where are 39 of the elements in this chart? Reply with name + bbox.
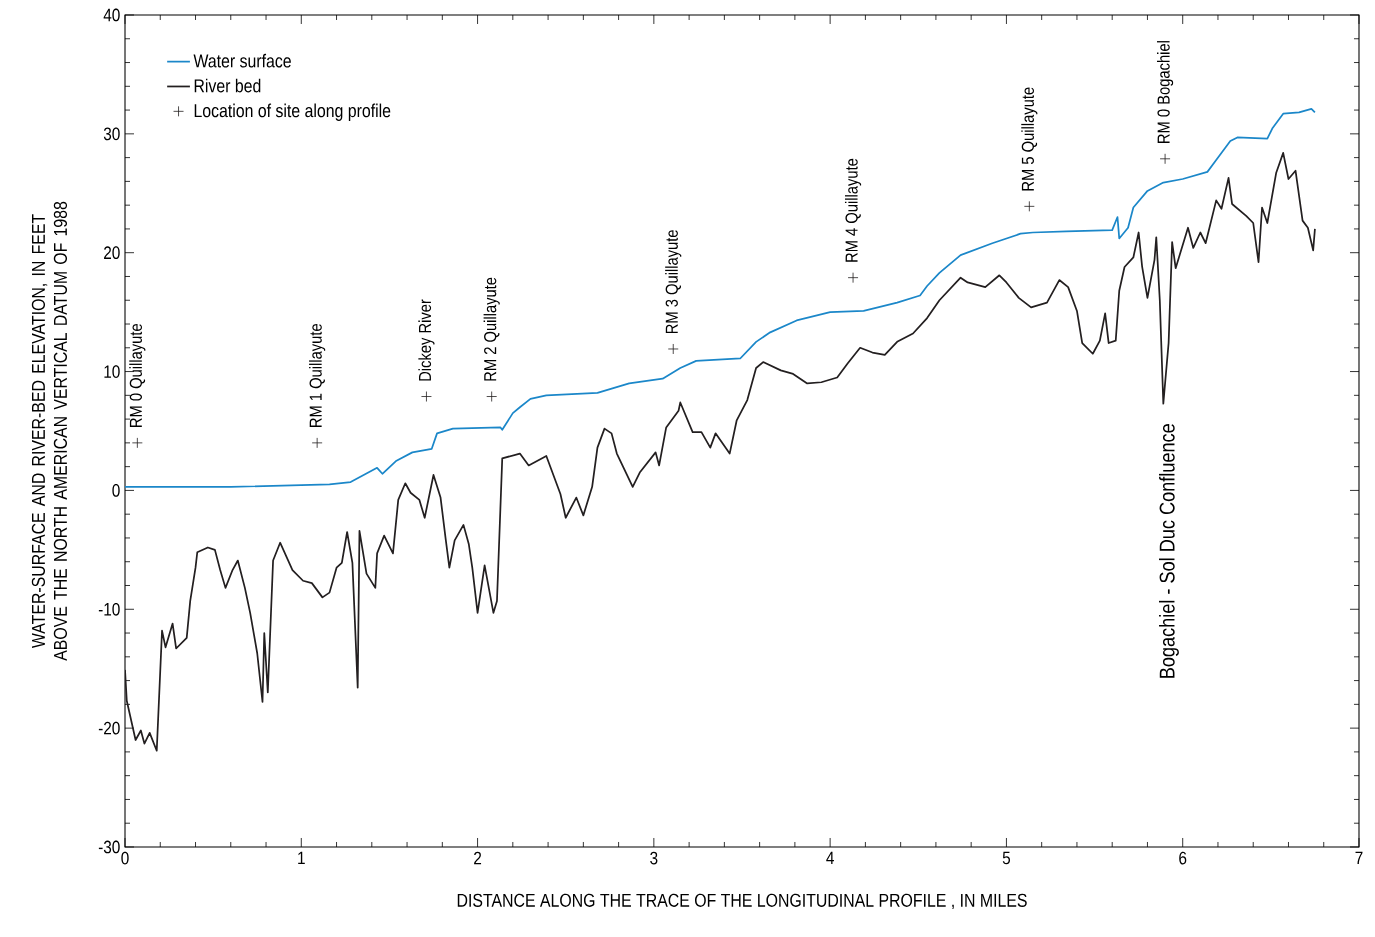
- x-tick-label: 4: [826, 851, 834, 865]
- x-tick-label: 2: [474, 851, 482, 865]
- annotation: Dickey River: [418, 299, 435, 381]
- y-tick-label: 10: [104, 365, 120, 378]
- x-tick-label: 3: [650, 851, 658, 865]
- y-tick-label: 40: [103, 8, 120, 22]
- line-series: [125, 152, 1316, 752]
- y-tick-label: -10: [98, 602, 120, 616]
- point: [1023, 200, 1035, 212]
- point: [421, 391, 432, 402]
- legend-label: River bed: [194, 78, 261, 93]
- y-axis-title: WATER-SURFACE AND RIVER-BED ELEVATION, IN FEET ABOVE THE NORTH AMERICAN VERTICAL DATUM OF 1988: [31, 201, 68, 661]
- point: [1159, 153, 1171, 165]
- y-tick-label: 0: [112, 484, 120, 497]
- point: [486, 391, 498, 402]
- legend-label: Location of site along profile: [194, 103, 391, 121]
- annotation: Bogachiel - Sol Duc Confluence: [1159, 424, 1179, 678]
- annotation: RM 3 Quillayute: [665, 230, 682, 334]
- y-tick-label: 30: [103, 127, 120, 141]
- x-tick-label: 0: [121, 851, 129, 865]
- annotation: RM 0 Quillayute: [129, 324, 146, 427]
- x-tick-label: 6: [1179, 851, 1187, 865]
- annotation: RM 5 Quillayute: [1021, 87, 1038, 191]
- annotation: RM 2 Quillayute: [483, 277, 500, 381]
- x-tick-label: 7: [1355, 851, 1363, 865]
- point: [667, 343, 679, 355]
- point: [847, 272, 859, 284]
- annotation: RM 1 Quillayute: [309, 324, 326, 427]
- x-tick-label: 1: [298, 851, 305, 865]
- x-tick-label: 5: [1002, 851, 1011, 865]
- point: [311, 437, 323, 449]
- y-tick-label: 20: [104, 246, 120, 260]
- legend-label: Water surface: [193, 53, 291, 68]
- annotation: RM 4 Quillayute: [844, 158, 862, 262]
- point: [131, 437, 143, 449]
- y-tick-label: -20: [98, 721, 120, 735]
- annotation: RM 0 Bogachiel: [1157, 41, 1174, 143]
- x-axis-title: DISTANCE ALONG THE TRACE OF THE LONGITUDINAL PROFILE , IN MILES: [457, 893, 1027, 910]
- y-tick-label: -30: [98, 840, 120, 854]
